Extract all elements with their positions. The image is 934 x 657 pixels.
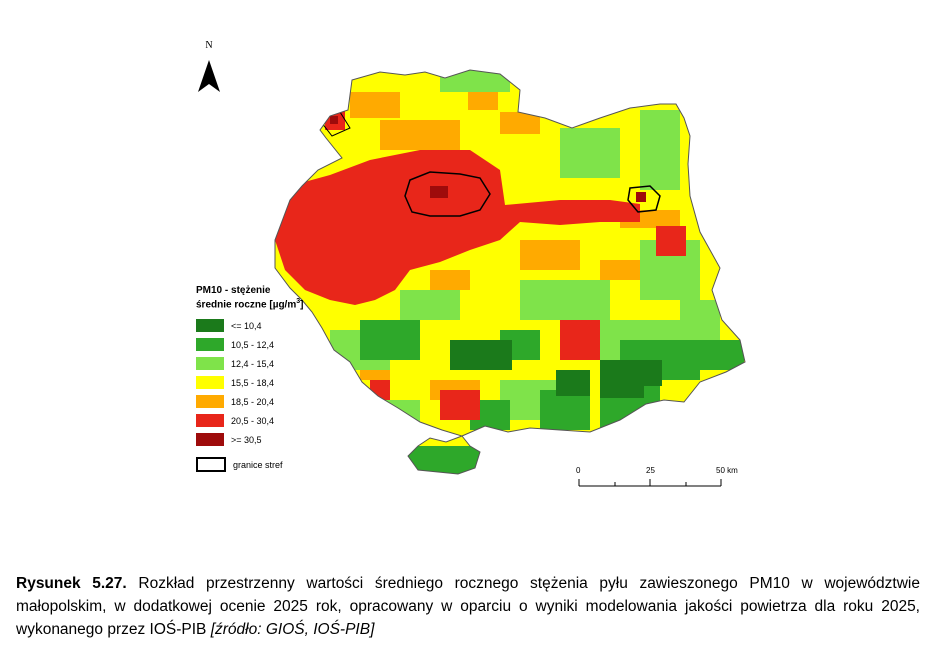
zone-border-tarnow xyxy=(627,185,661,213)
legend-border-row: granice stref xyxy=(196,457,336,473)
north-arrow-icon xyxy=(198,60,220,92)
north-label: N xyxy=(205,40,213,51)
scale-label: 25 xyxy=(646,466,655,475)
legend-classes: <= 10,4 10,5 - 12,4 12,4 - 15,4 15,5 - 18,4… xyxy=(196,316,336,449)
caption-source: [źródło: GIOŚ, IOŚ-PIB] xyxy=(210,621,375,638)
region-outline xyxy=(274,69,746,475)
legend-row: 10,5 - 12,4 xyxy=(196,335,336,354)
caption-label: Rysunek 5.27. xyxy=(16,575,127,592)
legend-row: 12,4 - 15,4 xyxy=(196,354,336,373)
legend-label: >= 30,5 xyxy=(231,434,262,445)
north-indicator: N xyxy=(196,40,222,51)
legend-label: 18,5 - 20,4 xyxy=(231,396,275,407)
map-legend: PM10 - stężenie średnie roczne [µg/m3] <… xyxy=(196,285,336,473)
legend-border-label: granice stref xyxy=(233,459,283,470)
legend-swatch xyxy=(196,357,224,371)
class-20-30-areas xyxy=(275,110,686,420)
legend-row: 15,5 - 18,4 xyxy=(196,373,336,392)
legend-label: 20,5 - 30,4 xyxy=(231,415,275,426)
legend-title-line2: średnie roczne [µg/m3] xyxy=(196,296,336,310)
legend-swatch xyxy=(196,414,224,428)
legend-swatch xyxy=(196,319,224,333)
legend-swatch xyxy=(196,433,224,447)
class-le-10-areas xyxy=(450,340,662,398)
legend-label: 10,5 - 12,4 xyxy=(231,339,275,350)
legend-label: 12,4 - 15,4 xyxy=(231,358,275,369)
legend-title-line1: PM10 - stężenie xyxy=(196,285,271,296)
scale-bar xyxy=(578,479,722,487)
legend-row: 20,5 - 30,4 xyxy=(196,411,336,430)
legend-swatch xyxy=(196,395,224,409)
map-figure: N PM10 - stężenie średnie roczne [µg/m3]… xyxy=(196,40,746,487)
zone-border-swatch xyxy=(196,457,226,473)
zone-border-krakow xyxy=(404,171,491,217)
class-ge-30-areas xyxy=(330,116,646,202)
figure-caption: Rysunek 5.27. Rozkład przestrzenny warto… xyxy=(16,572,920,641)
legend-row: <= 10,4 xyxy=(196,316,336,335)
legend-title-suffix: ] xyxy=(300,299,304,311)
scale-label: 50 km xyxy=(716,466,738,475)
legend-row: >= 30,5 xyxy=(196,430,336,449)
legend-title-sup: 3 xyxy=(296,298,301,305)
legend-label: 15,5 - 18,4 xyxy=(231,377,275,388)
legend-title-unit: średnie roczne [µg/m xyxy=(196,299,297,311)
legend-swatch xyxy=(196,376,224,390)
legend-row: 18,5 - 20,4 xyxy=(196,392,336,411)
caption-text: Rozkład przestrzenny wartości średniego … xyxy=(16,575,920,638)
legend-label: <= 10,4 xyxy=(231,320,262,331)
pm10-map xyxy=(198,60,746,487)
legend-swatch xyxy=(196,338,224,352)
legend-title: PM10 - stężenie średnie roczne [µg/m3] xyxy=(196,285,336,310)
scale-label: 0 xyxy=(576,466,581,475)
